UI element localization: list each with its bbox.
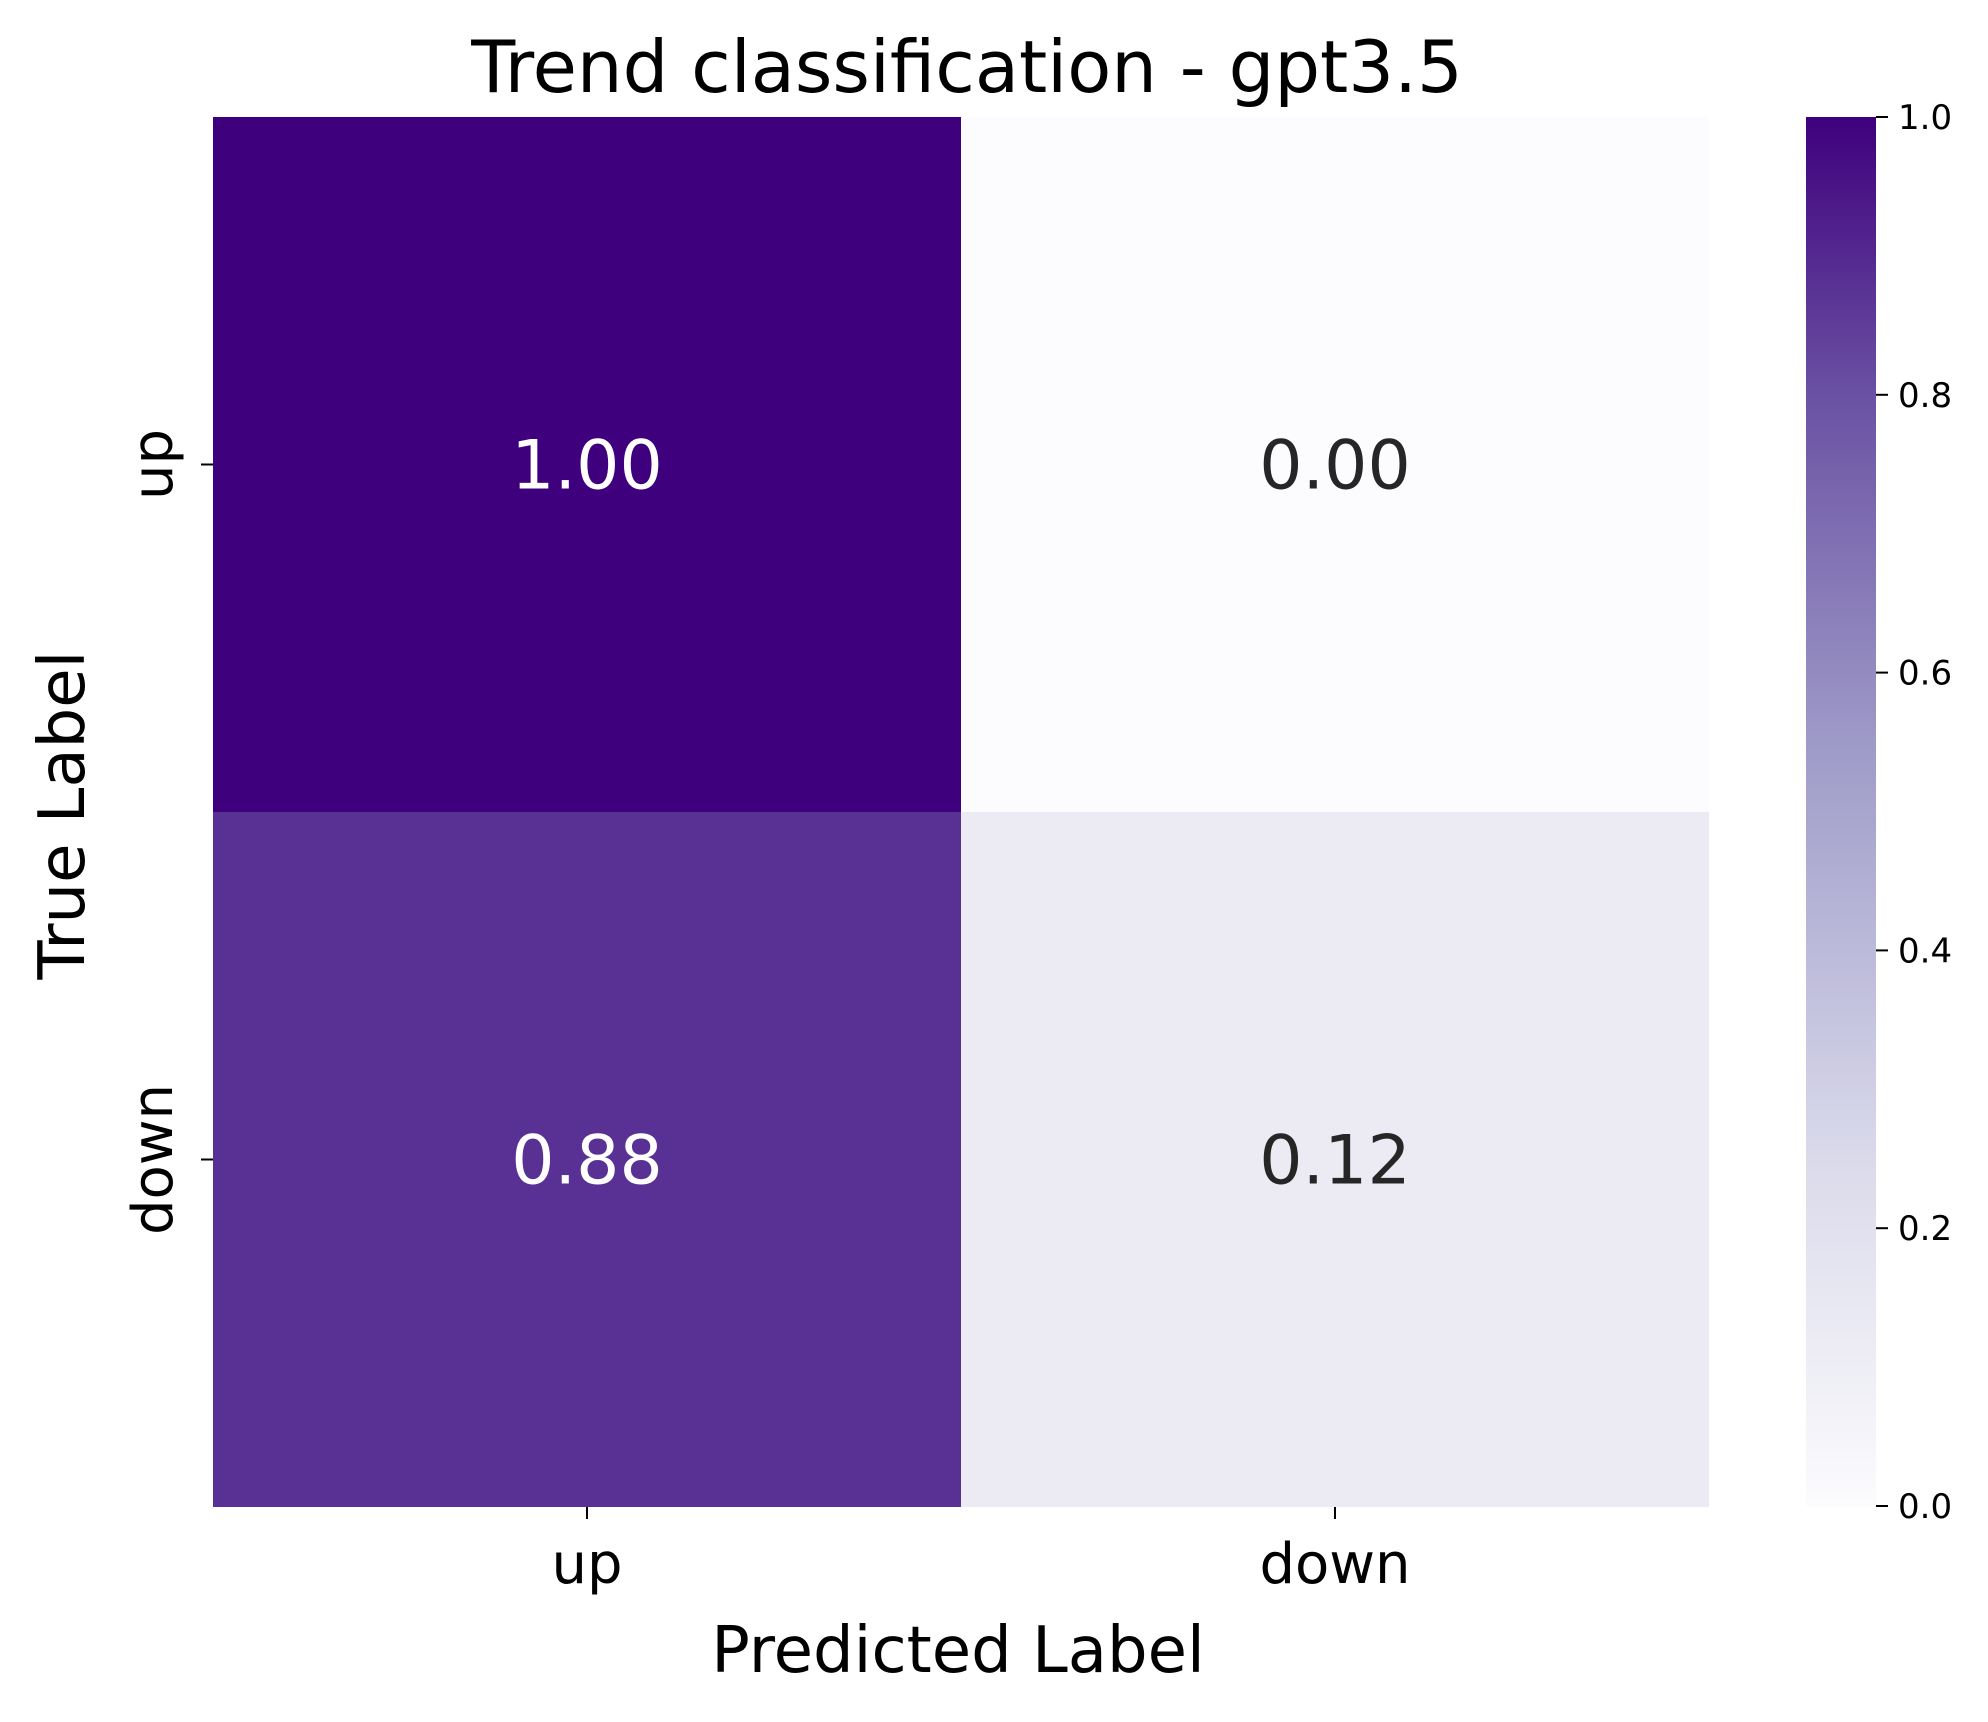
colorbar: [1806, 117, 1876, 1506]
colorbar-ticks: 0.0 0.2 0.4 0.6 0.8 1.0: [1876, 98, 1952, 1527]
y-tick-label: down: [121, 1084, 186, 1235]
chart-title: Trend classification - gpt3.5: [470, 25, 1463, 109]
y-axis-label: True Label: [26, 651, 100, 981]
heatmap-cells: [213, 117, 1709, 1507]
cell-value-label: 0.12: [1259, 1122, 1410, 1201]
heatmap-cell: [213, 812, 961, 1507]
colorbar-tick-label: 0.4: [1898, 931, 1952, 971]
x-axis-label: Predicted Label: [711, 1614, 1204, 1688]
heatmap-cell-labels: 1.00 0.00 0.88 0.12: [511, 427, 1410, 1201]
x-tick-label: up: [551, 1532, 622, 1597]
colorbar-tick-label: 0.2: [1898, 1209, 1952, 1249]
y-axis: up down: [121, 429, 213, 1235]
cell-value-label: 1.00: [511, 427, 662, 506]
colorbar-tick-label: 0.0: [1898, 1487, 1952, 1527]
heatmap-cell: [961, 812, 1709, 1507]
heatmap-cell: [213, 117, 961, 812]
colorbar-tick-label: 0.8: [1898, 376, 1952, 416]
x-tick-label: down: [1259, 1532, 1410, 1597]
colorbar-gradient: [1806, 117, 1876, 1506]
colorbar-tick-label: 0.6: [1898, 654, 1952, 694]
colorbar-tick-label: 1.0: [1898, 98, 1952, 138]
cell-value-label: 0.88: [511, 1122, 662, 1201]
x-axis: up down: [551, 1507, 1411, 1597]
heatmap-cell: [961, 117, 1709, 812]
y-tick-label: up: [121, 429, 186, 500]
cell-value-label: 0.00: [1259, 427, 1410, 506]
